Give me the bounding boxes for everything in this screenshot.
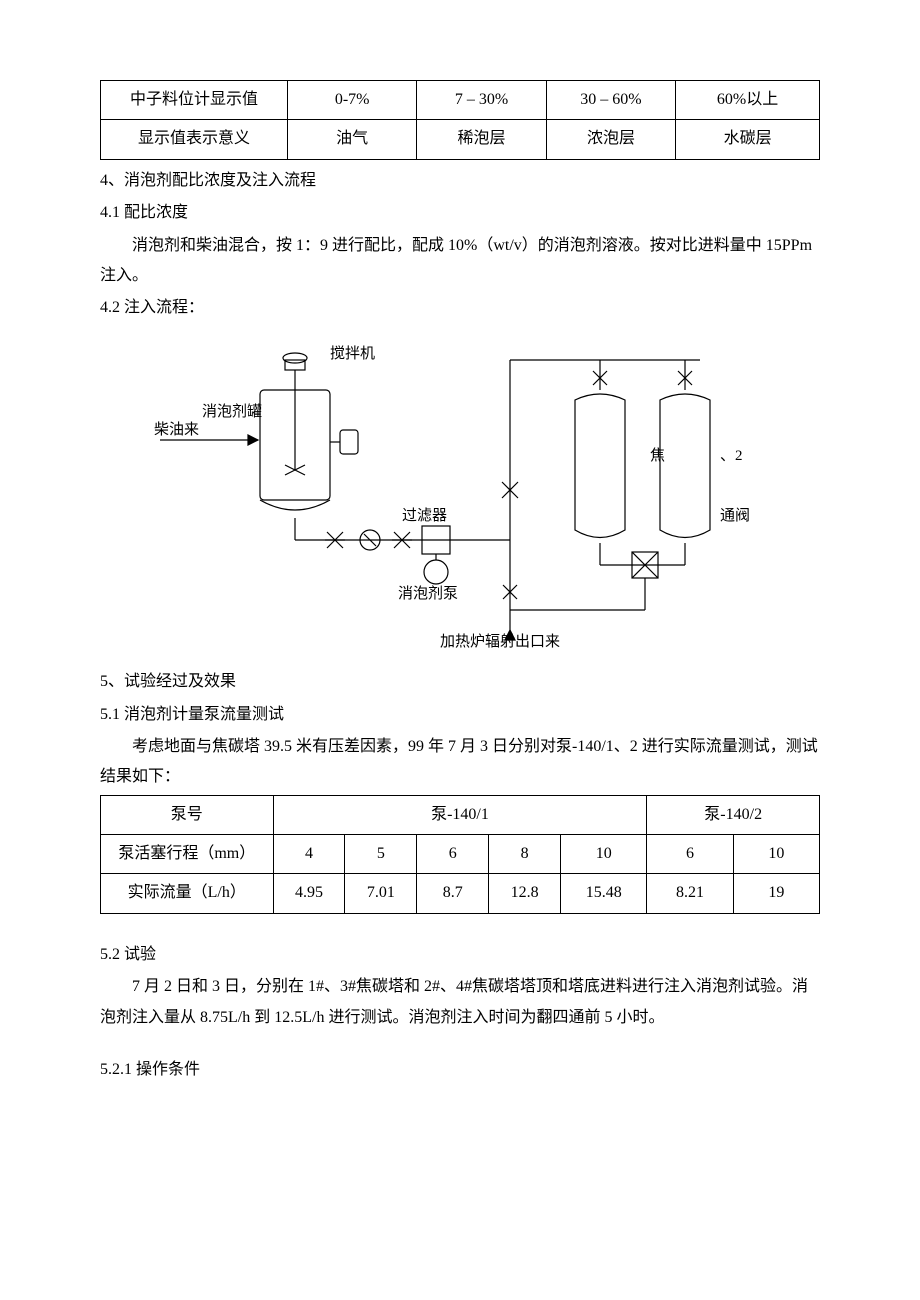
cell: 浓泡层: [546, 120, 675, 159]
defoamer-tank-label: 消泡剂罐: [202, 403, 262, 420]
cell: 8: [489, 835, 561, 874]
injection-flow-diagram: 搅拌机 消泡剂罐 柴油来 过滤器 消泡剂泵 加热炉辐射出口来 焦 、2 通阀: [140, 330, 820, 661]
cell: 5: [345, 835, 417, 874]
cell: 10: [561, 835, 647, 874]
section-4-1-body: 消泡剂和柴油混合，按 1：9 进行配比，配成 10%（wt/v）的消泡剂溶液。按…: [100, 231, 820, 292]
cell: 油气: [287, 120, 416, 159]
table-row: 中子料位计显示值 0-7% 7 – 30% 30 – 60% 60%以上: [101, 81, 820, 120]
defoamer-pump-label: 消泡剂泵: [398, 585, 458, 602]
cell: 6: [647, 835, 733, 874]
section-4-1-title: 4.1 配比浓度: [100, 198, 820, 228]
cell: 泵-140/2: [647, 795, 820, 834]
cell: 4.95: [273, 874, 345, 913]
neutron-level-table: 中子料位计显示值 0-7% 7 – 30% 30 – 60% 60%以上 显示值…: [100, 80, 820, 160]
cell: 中子料位计显示值: [101, 81, 288, 120]
cell: 7.01: [345, 874, 417, 913]
section-5-1-body: 考虑地面与焦碳塔 39.5 米有压差因素，99 年 7 月 3 日分别对泵-14…: [100, 732, 820, 793]
cell: 实际流量（L/h）: [101, 874, 274, 913]
cell: 水碳层: [676, 120, 820, 159]
cell: 12.8: [489, 874, 561, 913]
section-4-title: 4、消泡剂配比浓度及注入流程: [100, 166, 820, 196]
cell: 19: [733, 874, 819, 913]
table-row: 泵活塞行程（mm） 4 5 6 8 10 6 10: [101, 835, 820, 874]
cell: 60%以上: [676, 81, 820, 120]
cell: 30 – 60%: [546, 81, 675, 120]
section-5-2-body: 7 月 2 日和 3 日，分别在 1#、3#焦碳塔和 2#、4#焦碳塔塔顶和塔底…: [100, 972, 820, 1033]
cell: 8.7: [417, 874, 489, 913]
cell: 10: [733, 835, 819, 874]
section-4-2-title: 4.2 注入流程：: [100, 293, 820, 323]
cell: 泵活塞行程（mm）: [101, 835, 274, 874]
diesel-inlet-label: 柴油来: [154, 421, 199, 438]
cell: 8.21: [647, 874, 733, 913]
coke-tower-label: 焦: [650, 447, 665, 464]
table-row: 显示值表示意义 油气 稀泡层 浓泡层 水碳层: [101, 120, 820, 159]
section-5-2-1-title: 5.2.1 操作条件: [100, 1055, 820, 1085]
section-5-1-title: 5.1 消泡剂计量泵流量测试: [100, 700, 820, 730]
table-row: 泵号 泵-140/1 泵-140/2: [101, 795, 820, 834]
section-5-title: 5、试验经过及效果: [100, 667, 820, 697]
pump-flow-test-table: 泵号 泵-140/1 泵-140/2 泵活塞行程（mm） 4 5 6 8 10 …: [100, 795, 820, 914]
cell: 泵-140/1: [273, 795, 647, 834]
heater-inlet-label: 加热炉辐射出口来: [440, 633, 560, 650]
table-row: 实际流量（L/h） 4.95 7.01 8.7 12.8 15.48 8.21 …: [101, 874, 820, 913]
cell: 泵号: [101, 795, 274, 834]
cell: 稀泡层: [417, 120, 546, 159]
cell: 显示值表示意义: [101, 120, 288, 159]
one-two-label: 、2: [720, 448, 743, 464]
four-way-valve-label: 通阀: [720, 507, 750, 524]
cell: 15.48: [561, 874, 647, 913]
filter-label: 过滤器: [402, 507, 447, 524]
cell: 7 – 30%: [417, 81, 546, 120]
cell: 0-7%: [287, 81, 416, 120]
cell: 6: [417, 835, 489, 874]
cell: 4: [273, 835, 345, 874]
mixer-label: 搅拌机: [330, 345, 375, 362]
section-5-2-title: 5.2 试验: [100, 940, 820, 970]
